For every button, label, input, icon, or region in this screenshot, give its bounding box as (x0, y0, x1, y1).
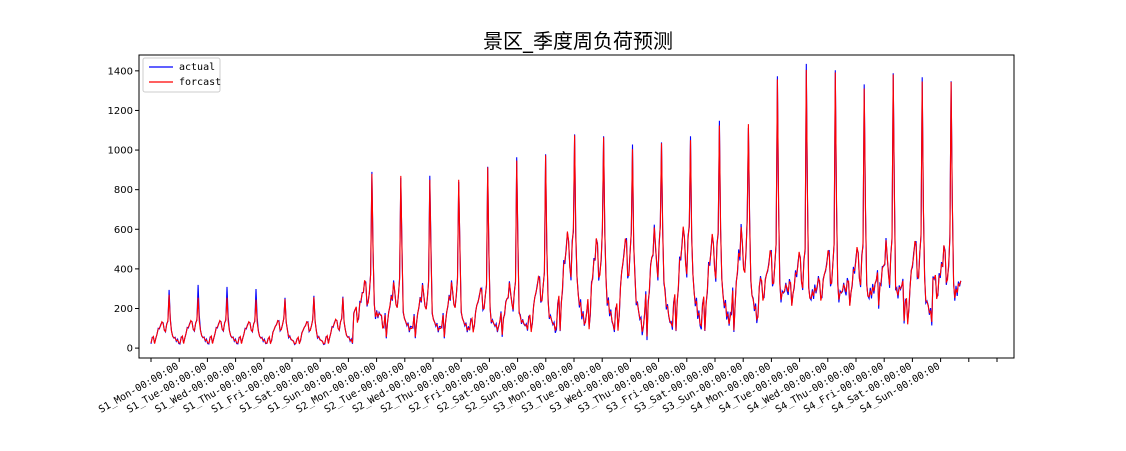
y-tick-label: 1200 (108, 106, 133, 117)
y-tick-label: 400 (114, 264, 133, 275)
y-tick-label: 1400 (108, 66, 133, 77)
y-tick-label: 0 (127, 344, 133, 355)
y-tick-label: 600 (114, 225, 133, 236)
chart-title: 景区_季度周负荷预测 (483, 29, 673, 53)
series-line-actual (150, 63, 962, 346)
plot-frame (138, 54, 1015, 359)
y-tick-label: 200 (114, 304, 133, 315)
y-tick-label: 800 (114, 185, 133, 196)
legend-label-forcast: forcast (179, 77, 221, 88)
y-axis: 0 200 400 600 800 1000 1200 1400 (108, 66, 139, 355)
plot-area (138, 54, 1015, 359)
y-tick-label: 1000 (108, 146, 133, 157)
legend: actual forcast (142, 57, 221, 93)
series-line-forcast (150, 69, 962, 345)
legend-label-actual: actual (179, 62, 215, 73)
x-axis: S1_Mon-00:00:00S1_Tue-00:00:00S1_Wed-00:… (97, 358, 998, 416)
